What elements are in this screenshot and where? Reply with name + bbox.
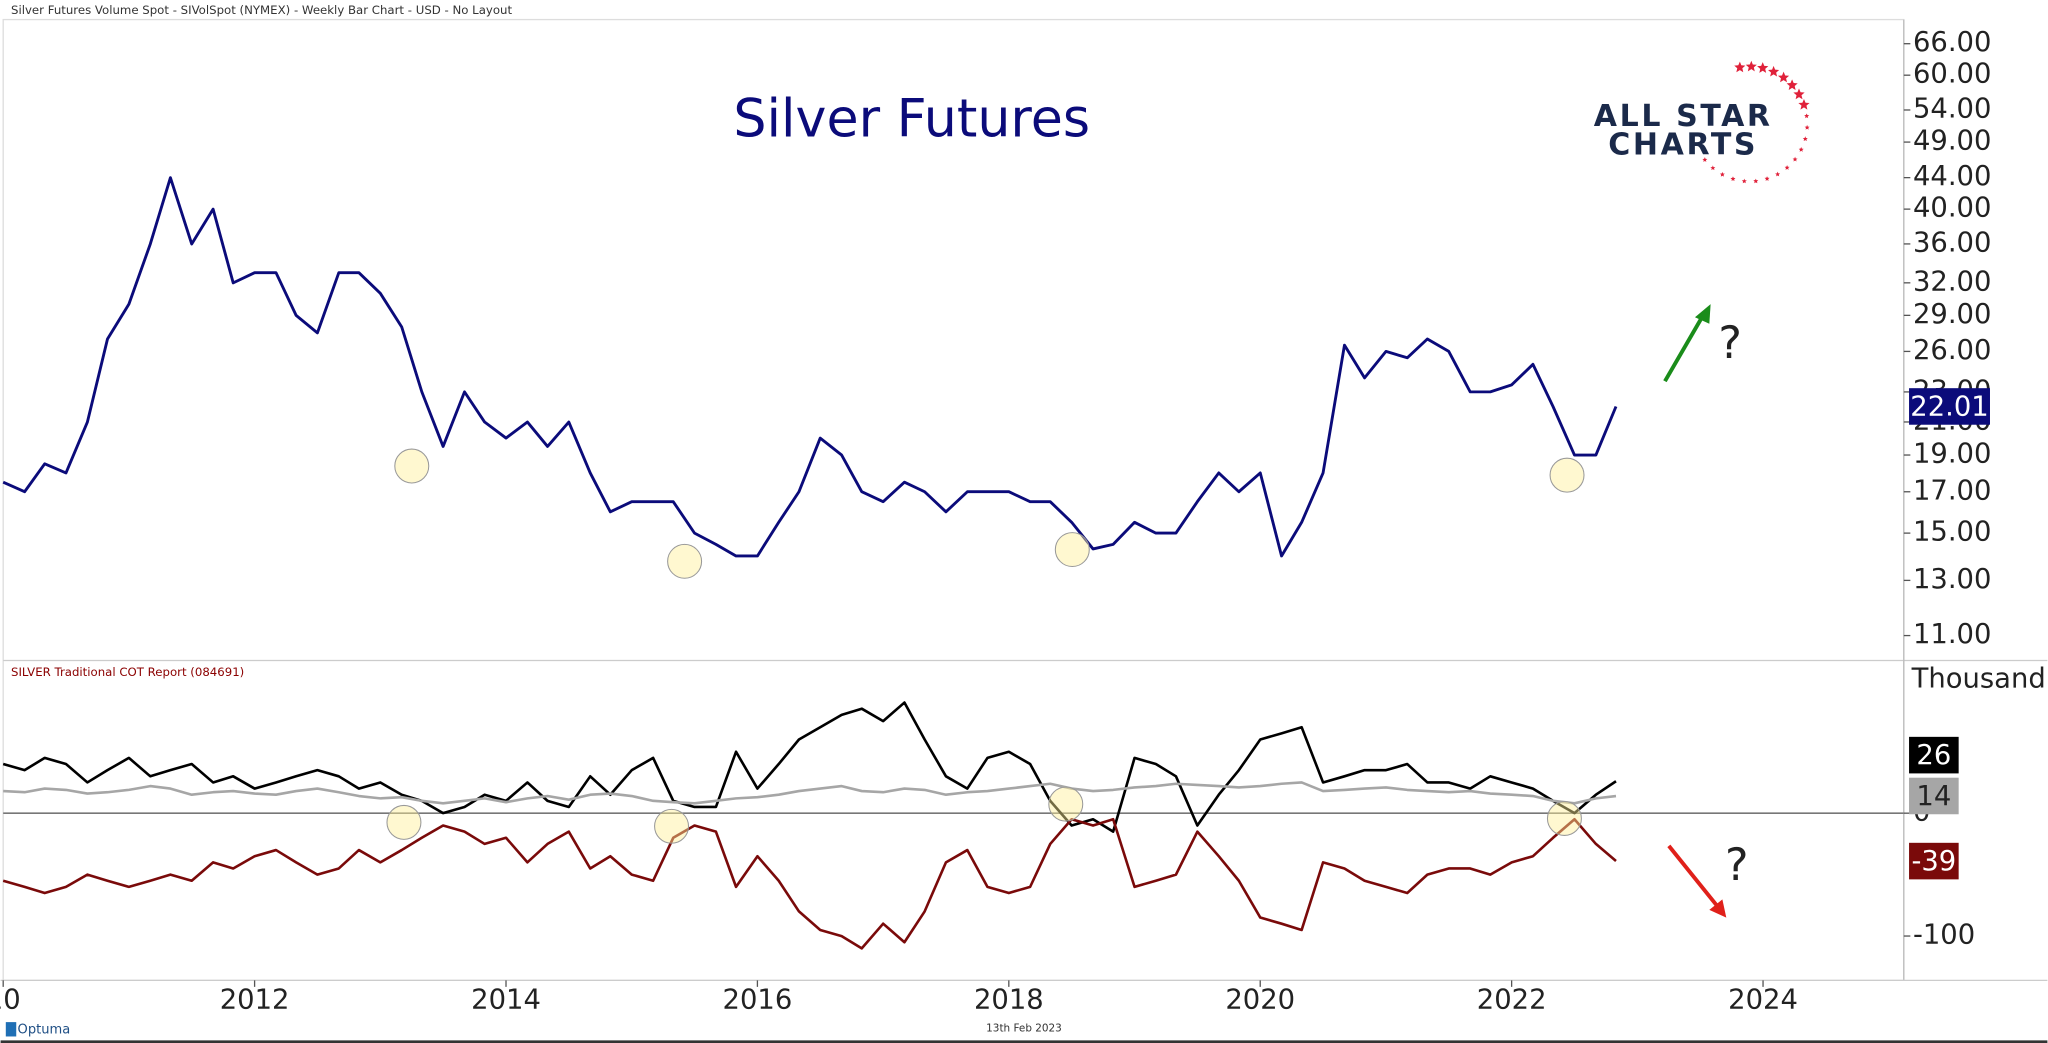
star <box>1702 157 1708 162</box>
last-value-box <box>1909 842 1959 880</box>
data-line <box>2 701 1617 833</box>
last-value-box <box>1909 736 1959 774</box>
down-arrow <box>1667 844 1719 908</box>
x-tick-label: 2022 <box>1477 985 1547 1016</box>
star <box>1757 62 1769 73</box>
y-tick-label: 60.00 <box>1913 59 1991 90</box>
y-tick-label: 49.00 <box>1913 126 1991 157</box>
last-value-box <box>1909 777 1959 815</box>
star <box>1786 79 1798 90</box>
y-tick-label: 29.00 <box>1913 299 1991 330</box>
star <box>1730 176 1736 182</box>
star <box>1775 171 1781 177</box>
footer-date: 13th Feb 2023 <box>986 1023 1062 1035</box>
y-tick-label: 66.00 <box>1913 27 1991 58</box>
last-value-label: -39 <box>1911 846 1956 877</box>
highlight <box>386 804 422 840</box>
logo-text: ALL STAR <box>1594 99 1773 134</box>
y-tick-label: 17.00 <box>1913 475 1991 506</box>
data-line <box>3 781 1617 805</box>
y-tick-label: 13.00 <box>1913 564 1991 595</box>
annotation: ? <box>1718 318 1742 369</box>
highlight <box>1549 457 1585 493</box>
highlight <box>1546 800 1582 836</box>
logo-text: CHARTS <box>1608 128 1758 163</box>
data-line <box>2 176 1618 558</box>
y-tick-label: 54.00 <box>1913 93 1991 124</box>
y-tick-label: -100 <box>1913 920 1975 951</box>
last-value-label: 22.01 <box>1910 391 1988 422</box>
y-tick-label: 36.00 <box>1913 227 1991 258</box>
highlight <box>654 808 690 844</box>
star <box>1719 171 1725 177</box>
star <box>1753 178 1759 184</box>
last-value-box <box>1909 388 1990 425</box>
y-tick-label: 11.00 <box>1913 619 1991 650</box>
last-value-label: 26 <box>1916 740 1951 771</box>
brand: Optuma <box>18 1022 71 1037</box>
star <box>1798 98 1810 110</box>
x-tick-label: 10 <box>0 985 21 1016</box>
data-line <box>2 817 1617 950</box>
y-unit: Thousand <box>1911 664 2046 695</box>
star <box>1734 61 1746 73</box>
y-tick-label: 19.00 <box>1913 439 1991 470</box>
brand-icon <box>5 1022 17 1037</box>
star <box>1784 165 1790 170</box>
arrows <box>1663 304 1727 918</box>
star <box>1710 165 1716 171</box>
chart-title: Silver Futures <box>733 90 1090 150</box>
star <box>1804 113 1810 119</box>
x-tick-label: 2018 <box>974 985 1044 1016</box>
highlight <box>394 448 430 484</box>
x-tick-label: 2016 <box>723 985 793 1016</box>
star <box>1802 136 1808 141</box>
arrow-head <box>1709 899 1727 918</box>
logo: ALL STAR CHARTS <box>1594 60 1810 184</box>
x-tick-label: 2012 <box>220 985 290 1016</box>
y-tick-label: 26.00 <box>1913 335 1991 366</box>
y-tick-label: 44.00 <box>1913 161 1991 192</box>
highlight <box>1054 532 1090 568</box>
highlight <box>667 543 703 579</box>
y-tick-label: 15.00 <box>1913 517 1991 548</box>
y-tick-label: 32.00 <box>1913 266 1991 297</box>
last-value-label: 14 <box>1916 781 1951 812</box>
footer-bar <box>0 1018 2048 1043</box>
star <box>1798 146 1804 152</box>
up-arrow <box>1663 314 1705 383</box>
highlight <box>1048 786 1084 822</box>
x-tick-label: 2014 <box>471 985 541 1016</box>
star <box>1741 178 1747 184</box>
header: Silver Futures Volume Spot - SIVolSpot (… <box>11 3 512 17</box>
star <box>1777 71 1790 83</box>
x-tick-label: 2020 <box>1225 985 1295 1016</box>
star <box>1768 65 1780 77</box>
star <box>1764 176 1770 181</box>
y-tick-label: 40.00 <box>1913 193 1991 224</box>
logo-stars <box>1702 60 1810 184</box>
star <box>1793 88 1805 100</box>
star <box>1745 60 1757 72</box>
annotation: ? <box>1725 840 1749 891</box>
x-tick-label: 2024 <box>1728 985 1798 1016</box>
star <box>1804 124 1810 130</box>
panel-title: SILVER Traditional COT Report (084691) <box>11 665 244 679</box>
star <box>1792 156 1798 162</box>
arrow-head <box>1694 304 1711 324</box>
